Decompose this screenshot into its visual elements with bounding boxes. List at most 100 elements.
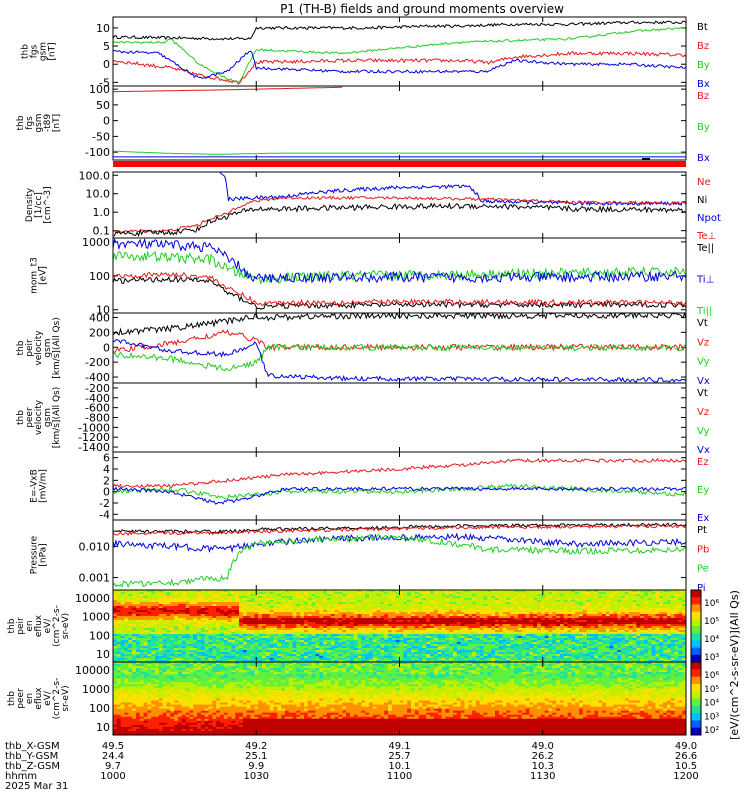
heatmap-cell <box>372 608 378 611</box>
heatmap-cell <box>365 608 370 611</box>
heatmap-cell <box>246 598 252 601</box>
heatmap-cell <box>655 600 660 603</box>
heatmap-cell <box>197 628 202 631</box>
heatmap-cell <box>540 600 546 603</box>
heatmap-cell <box>552 634 557 637</box>
heatmap-cell <box>296 618 301 621</box>
heatmap-cell <box>544 636 549 639</box>
heatmap-cell <box>682 604 687 607</box>
heatmap-cell <box>449 644 454 647</box>
heatmap-cell <box>571 596 576 599</box>
heatmap-cell <box>418 616 423 619</box>
heatmap-cell <box>208 650 213 653</box>
heatmap-cell <box>525 644 530 647</box>
heatmap-cell <box>498 622 504 625</box>
heatmap-cell <box>204 600 209 603</box>
heatmap-cell <box>567 596 572 599</box>
heatmap-cell <box>605 596 611 599</box>
heatmap-cell <box>540 618 546 621</box>
heatmap-cell <box>483 640 488 643</box>
heatmap-cell <box>227 650 232 653</box>
heatmap-cell <box>158 626 164 629</box>
heatmap-cell <box>346 594 351 597</box>
heatmap-cell <box>307 628 313 631</box>
heatmap-cell <box>235 632 240 635</box>
heatmap-cell <box>540 596 546 599</box>
heatmap-cell <box>372 644 378 647</box>
heatmap-cell <box>647 630 653 633</box>
heatmap-cell <box>349 636 355 639</box>
heatmap-cell <box>475 608 481 611</box>
heatmap-cell <box>143 628 148 631</box>
heatmap-cell <box>544 600 549 603</box>
heatmap-cell <box>135 590 141 593</box>
heatmap-cell <box>609 604 614 607</box>
heatmap-cell <box>613 618 618 621</box>
heatmap-cell <box>445 594 450 597</box>
heatmap-cell <box>575 596 580 599</box>
heatmap-cell <box>208 646 213 649</box>
heatmap-cell <box>487 616 492 619</box>
heatmap-cell <box>407 604 412 607</box>
heatmap-cell <box>288 626 294 629</box>
heatmap-cell <box>659 620 664 623</box>
heatmap-cell <box>174 642 179 645</box>
heatmap-cell <box>265 612 271 615</box>
heatmap-cell <box>601 636 607 639</box>
heatmap-cell <box>666 636 672 639</box>
heatmap-cell <box>460 634 465 637</box>
heatmap-cell <box>506 630 511 633</box>
heatmap-cell <box>533 618 538 621</box>
heatmap-cell <box>601 628 607 631</box>
heatmap-cell <box>643 604 649 607</box>
heatmap-cell <box>143 600 148 603</box>
heatmap-cell <box>273 626 278 629</box>
heatmap-cell <box>273 614 278 617</box>
heatmap-cell <box>139 598 145 601</box>
heatmap-cell <box>242 628 248 631</box>
heatmap-cell <box>510 614 515 617</box>
heatmap-cell <box>506 632 511 635</box>
heatmap-cell <box>468 594 473 597</box>
heatmap-cell <box>120 592 125 595</box>
heatmap-cell <box>139 594 145 597</box>
heatmap-cell <box>437 628 443 631</box>
heatmap-cell <box>410 650 416 653</box>
heatmap-cell <box>575 608 580 611</box>
heatmap-cell <box>414 626 420 629</box>
heatmap-cell <box>269 632 274 635</box>
ytick-label: 50 <box>96 99 110 112</box>
heatmap-cell <box>502 594 507 597</box>
heatmap-cell <box>269 634 274 637</box>
heatmap-cell <box>636 618 641 621</box>
heatmap-cell <box>361 590 366 593</box>
heatmap-cell <box>498 598 504 601</box>
heatmap-cell <box>670 616 676 619</box>
heatmap-cell <box>452 598 458 601</box>
heatmap-cell <box>666 620 672 623</box>
heatmap-cell <box>326 604 332 607</box>
heatmap-cell <box>670 610 676 613</box>
heatmap-cell <box>514 614 519 617</box>
heatmap-cell <box>525 610 530 613</box>
heatmap-cell <box>250 644 255 647</box>
heatmap-cell <box>632 616 637 619</box>
heatmap-cell <box>529 610 534 613</box>
heatmap-cell <box>166 610 171 613</box>
heatmap-cell <box>223 624 229 627</box>
heatmap-cell <box>181 650 187 653</box>
heatmap-cell <box>124 634 129 637</box>
heatmap-cell <box>254 630 259 633</box>
heatmap-cell <box>300 638 305 641</box>
heatmap-cell <box>239 596 244 599</box>
heatmap-cell <box>399 590 404 593</box>
heatmap-cell <box>258 650 263 653</box>
heatmap-cell <box>559 616 565 619</box>
heatmap-cell <box>548 590 553 593</box>
heatmap-cell <box>624 636 630 639</box>
heatmap-cell <box>418 650 423 653</box>
heatmap-cell <box>594 602 599 605</box>
heatmap-cell <box>219 614 225 617</box>
heatmap-cell <box>155 626 160 629</box>
heatmap-cell <box>670 640 676 643</box>
